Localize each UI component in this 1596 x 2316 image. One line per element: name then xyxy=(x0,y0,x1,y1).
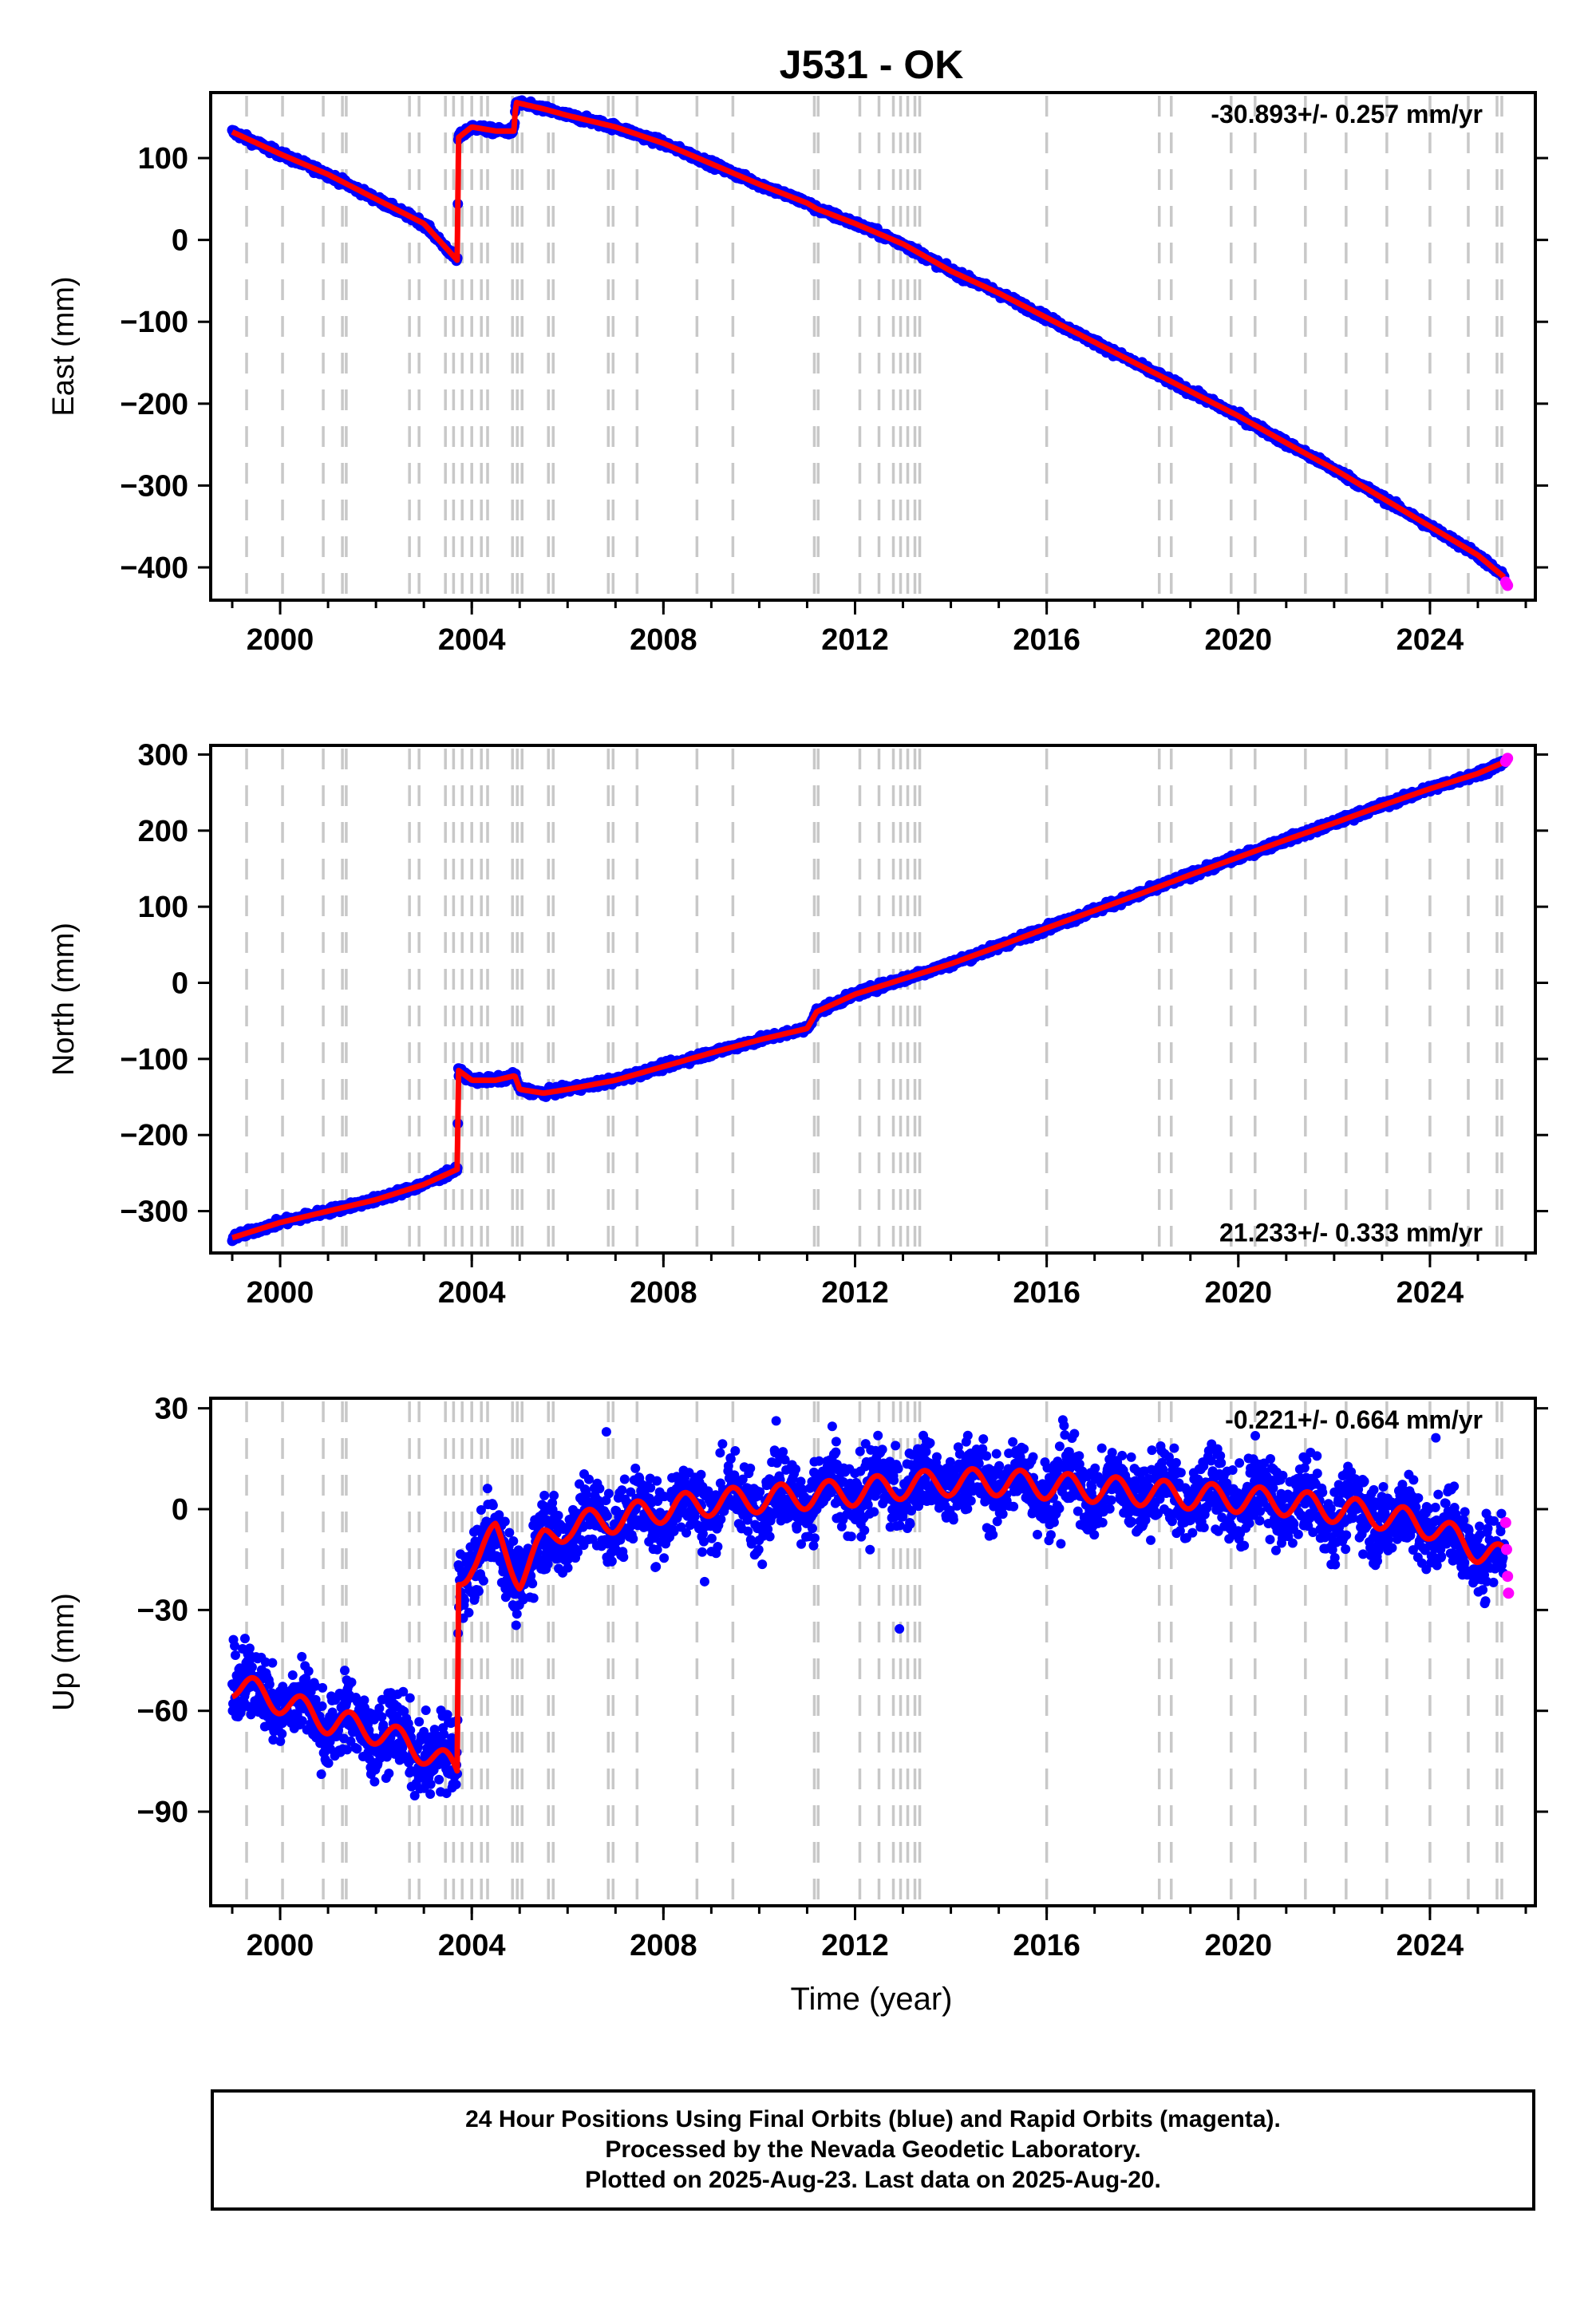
panel-north: 2000 2004 2008 2012 2016 2020 2024−300−200−100… xyxy=(47,738,1548,1310)
y-tick-label: −100 xyxy=(120,306,188,339)
y-tick-label: 0 xyxy=(172,224,188,258)
x-tick-label: 2024 xyxy=(1396,623,1464,657)
x-tick-label: 2008 xyxy=(630,623,697,657)
chart-title: J531 - OK xyxy=(780,42,964,87)
x-axis-title: Time (year) xyxy=(791,1982,953,2017)
y-tick-label: −200 xyxy=(120,388,188,421)
x-tick-label: 2000 xyxy=(247,623,314,657)
x-tick-label: 2012 xyxy=(821,623,889,657)
rate-label: -30.893+/- 0.257 mm/yr xyxy=(1211,100,1483,128)
panel-east: 2000 2004 2008 2012 2016 2020 2024 −400 −300 −200… xyxy=(47,91,1548,657)
y-tick-label: −400 xyxy=(120,551,188,585)
plot-area xyxy=(211,93,1535,600)
y-tick-label: 100 xyxy=(138,142,188,176)
y-axis-title: East (mm) xyxy=(47,276,81,416)
rapid-point xyxy=(1502,579,1514,591)
x-tick-label: 2020 xyxy=(1205,623,1273,657)
x-tick-label: 2004 xyxy=(438,623,506,657)
x-tick-label: 2016 xyxy=(1013,623,1080,657)
y-tick-label: −300 xyxy=(120,469,188,503)
